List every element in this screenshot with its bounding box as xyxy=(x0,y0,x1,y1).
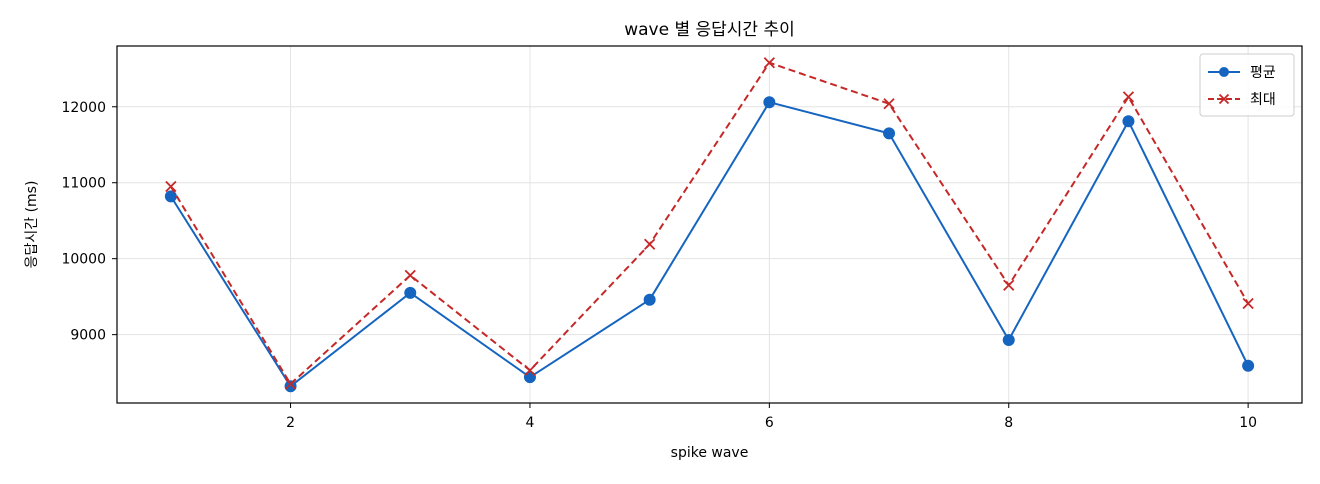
legend-box xyxy=(1199,53,1295,117)
data-point xyxy=(643,293,656,306)
data-point xyxy=(1242,297,1254,310)
data-point xyxy=(164,190,177,203)
legend-marker xyxy=(1219,67,1229,77)
data-point xyxy=(284,380,297,393)
x-tick-label: 4 xyxy=(525,415,534,431)
y-tick-label: 12000 xyxy=(61,100,106,116)
data-point xyxy=(883,98,895,110)
series-layer xyxy=(164,57,1255,393)
data-point xyxy=(165,180,177,193)
series-line xyxy=(170,61,1250,386)
legend-marker xyxy=(1218,93,1230,105)
y-tick-label: 10000 xyxy=(61,252,106,268)
data-point xyxy=(524,364,536,376)
y-tick-label: 9000 xyxy=(70,328,106,344)
data-point xyxy=(523,371,536,384)
x-axis-title: spike wave xyxy=(671,445,749,461)
y-axis-title: 응답시간 (ms) xyxy=(24,181,40,269)
x-tick-label: 2 xyxy=(286,415,295,431)
data-point xyxy=(1122,115,1135,128)
data-point xyxy=(404,286,417,299)
axis-ticks: 2 4 6 8 10 9000 10000 11000 12000 xyxy=(61,100,1257,431)
legend-entry: 평균 xyxy=(1208,65,1276,81)
y-tick-label: 11000 xyxy=(61,176,106,192)
legend-entry: 최대 xyxy=(1208,92,1276,108)
data-point xyxy=(1003,279,1015,291)
data-point xyxy=(763,96,776,109)
chart-title: wave 별 응답시간 추이 xyxy=(624,20,795,40)
series-mean xyxy=(164,96,1255,393)
x-tick-label: 6 xyxy=(765,415,774,431)
legend-label: 최대 xyxy=(1250,92,1276,108)
series-line xyxy=(170,101,1250,388)
data-point xyxy=(644,238,656,250)
grid-lines xyxy=(117,46,1302,403)
legend-label: 평균 xyxy=(1250,65,1276,81)
x-tick-label: 10 xyxy=(1239,415,1257,431)
data-point xyxy=(763,57,775,69)
data-point xyxy=(883,127,896,140)
data-point xyxy=(1242,359,1255,372)
data-point xyxy=(404,269,416,282)
plot-frame xyxy=(116,45,1303,404)
data-point xyxy=(1122,91,1135,103)
data-point xyxy=(1002,333,1015,346)
series-max xyxy=(165,57,1254,390)
x-tick-label: 8 xyxy=(1004,415,1013,431)
data-point xyxy=(284,378,297,390)
